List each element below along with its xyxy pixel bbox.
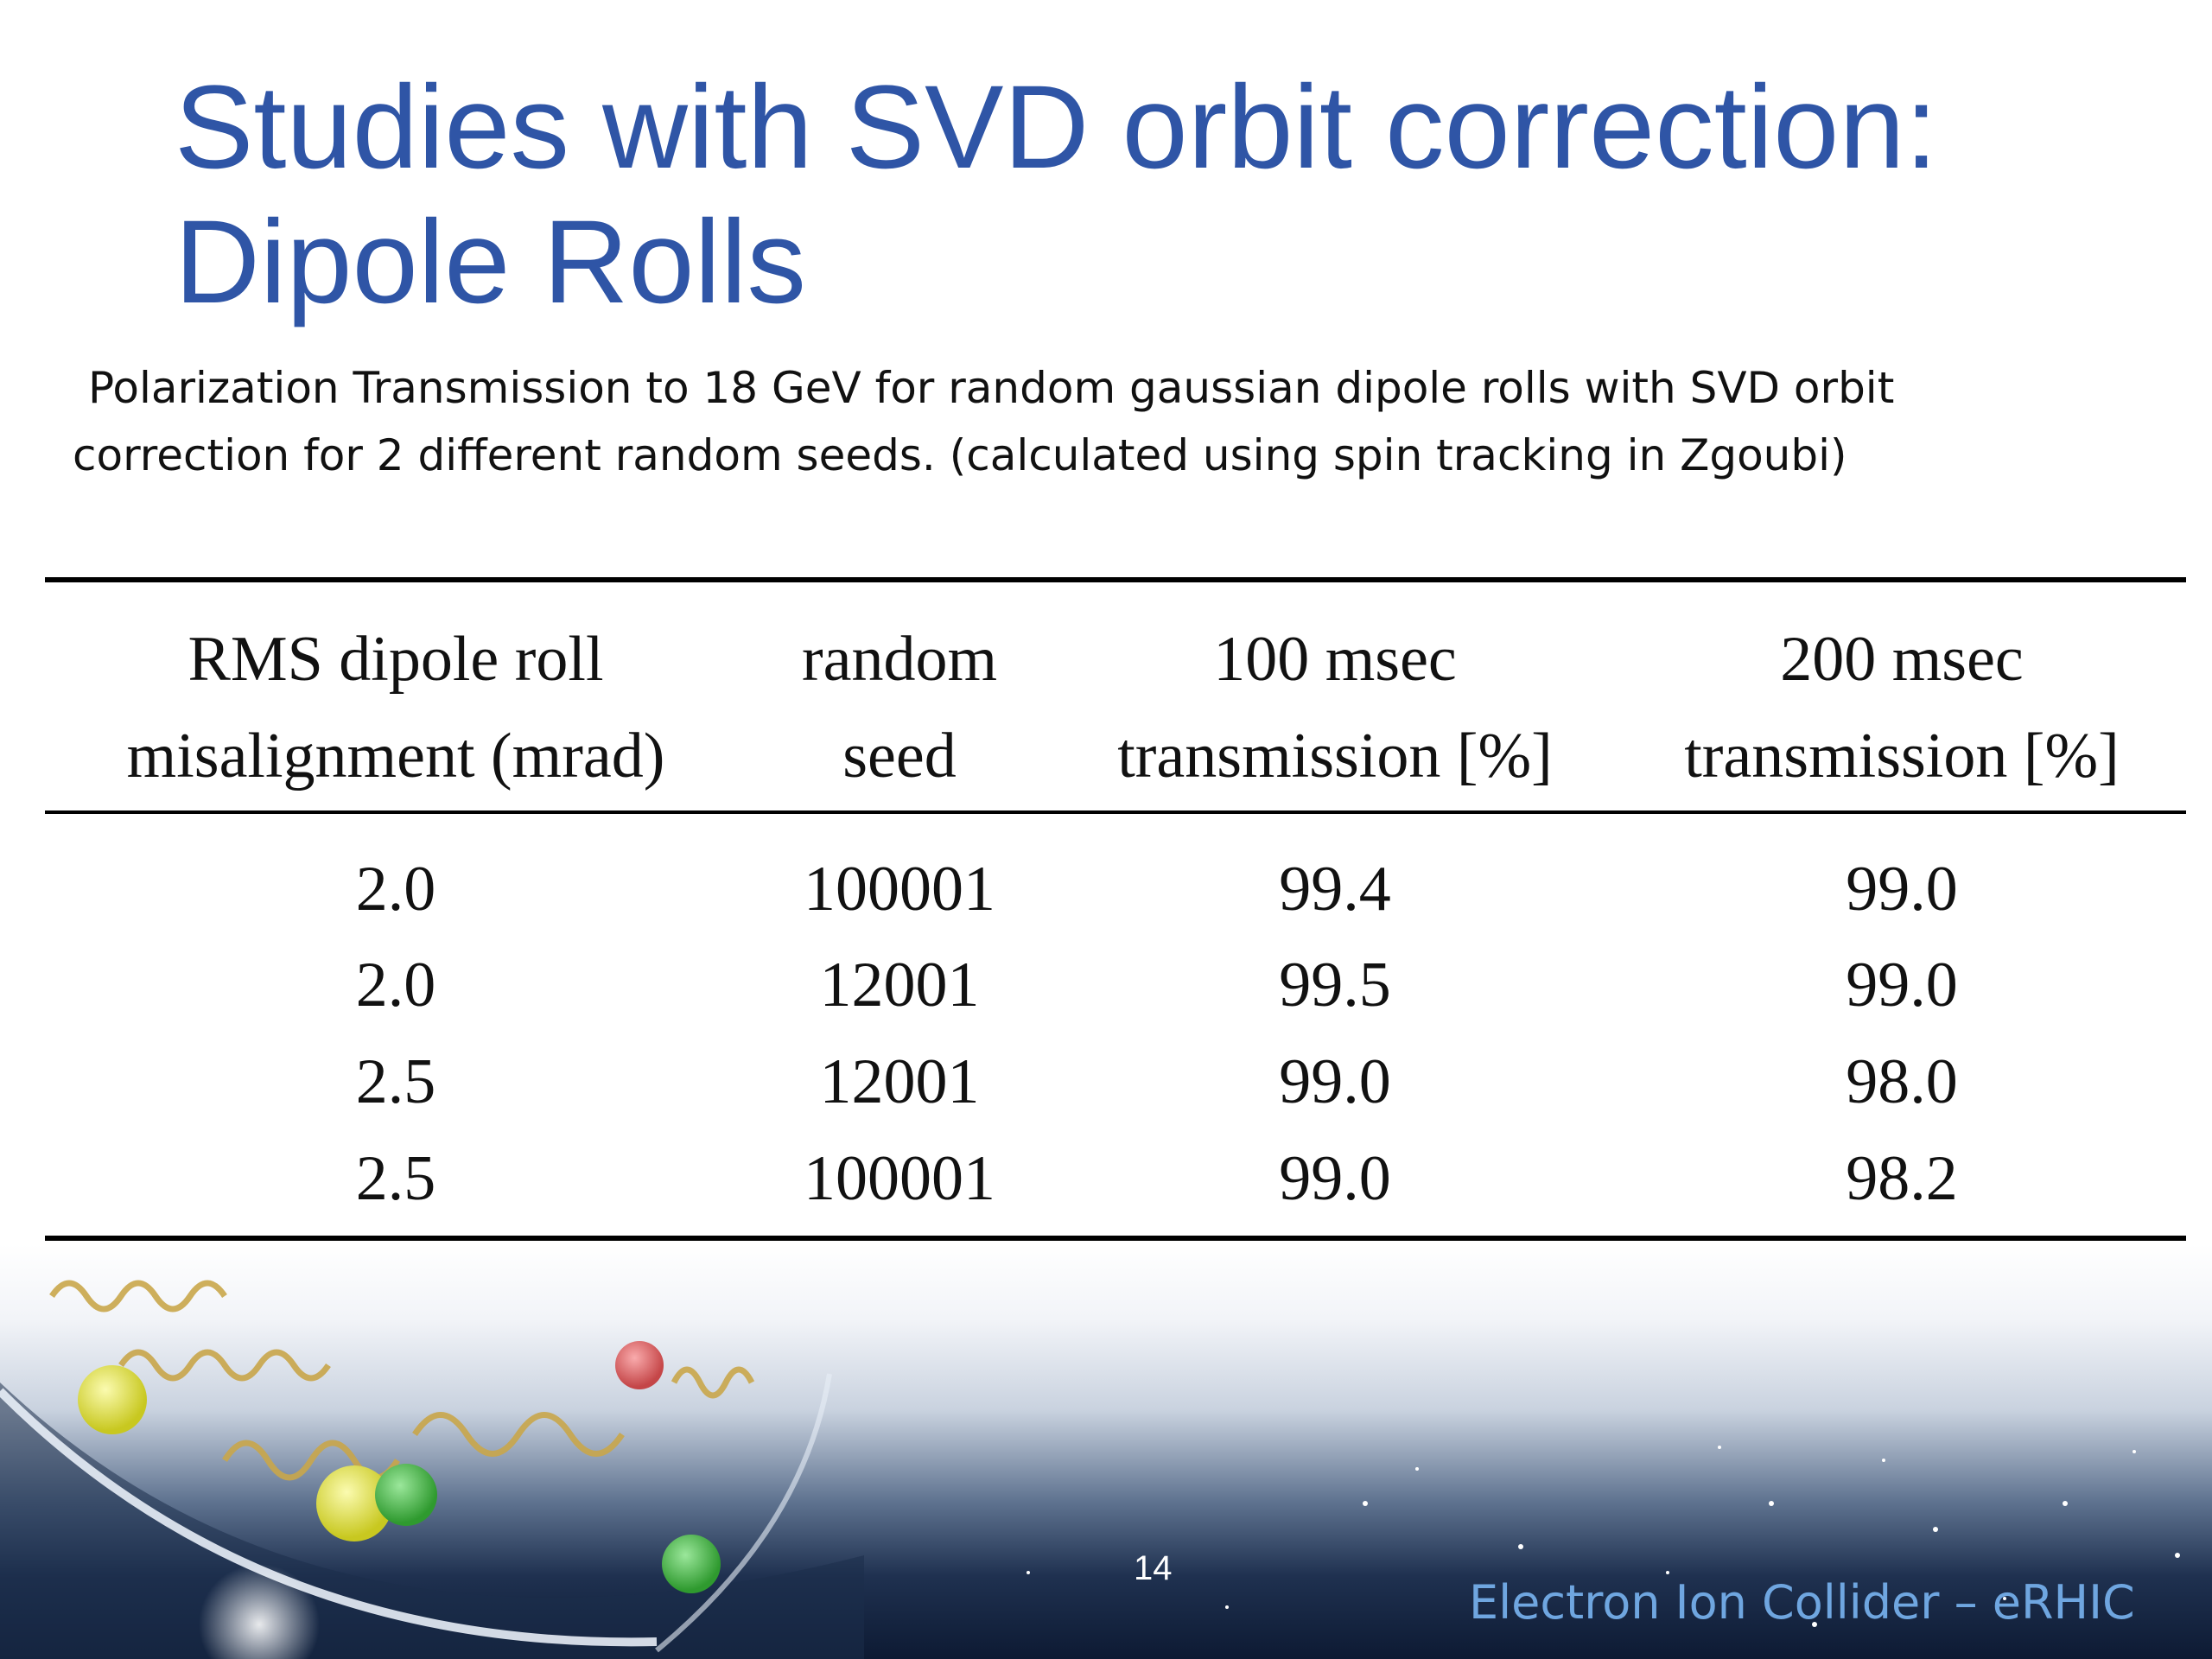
- footer-background: [0, 1244, 2212, 1659]
- table-cell-100msec: 99.0: [1279, 1143, 1391, 1214]
- header-rms-dipole-roll-line1: RMS dipole roll: [188, 624, 604, 695]
- header-100msec-line1: 100 msec: [1213, 624, 1457, 695]
- table-cell-100msec: 99.4: [1279, 854, 1391, 925]
- title-line-2: Dipole Rolls: [175, 196, 806, 328]
- title-line-1: Studies with SVD orbit correction:: [175, 61, 1938, 194]
- description-line-1: Polarization Transmission to 18 GeV for …: [88, 363, 1895, 413]
- table-top-rule: [45, 577, 2186, 582]
- table-bottom-rule: [45, 1236, 2186, 1241]
- slide-title: Studies with SVD orbit correction: Dipol…: [175, 60, 2162, 330]
- page-number: 14: [1134, 1549, 1173, 1587]
- table-cell-roll: 2.5: [355, 1143, 436, 1214]
- slide-description: Polarization Transmission to 18 GeV for …: [73, 354, 2129, 489]
- description-line-2: correction for 2 different random seeds.…: [73, 430, 1847, 480]
- table-cell-100msec: 99.0: [1279, 1046, 1391, 1117]
- header-200msec-line1: 200 msec: [1780, 624, 2024, 695]
- footer-brand-text: Electron Ion Collider – eRHIC: [1469, 1575, 2135, 1630]
- table-cell-200msec: 98.0: [1846, 1046, 1958, 1117]
- table-cell-200msec: 99.0: [1846, 854, 1958, 925]
- table-cell-100msec: 99.5: [1279, 950, 1391, 1020]
- table-header-rule: [45, 810, 2186, 814]
- table-cell-seed: 100001: [804, 854, 995, 925]
- table-cell-seed: 12001: [819, 1046, 980, 1117]
- header-rms-dipole-roll-line2: misalignment (mrad): [126, 721, 665, 791]
- header-200msec-line2: transmission [%]: [1684, 721, 2120, 791]
- table-cell-roll: 2.5: [355, 1046, 436, 1117]
- header-random-seed-line2: seed: [842, 721, 957, 791]
- header-random-seed-line1: random: [801, 624, 998, 695]
- header-100msec-line2: transmission [%]: [1117, 721, 1553, 791]
- table-cell-200msec: 99.0: [1846, 950, 1958, 1020]
- table-cell-seed: 12001: [819, 950, 980, 1020]
- table-cell-roll: 2.0: [355, 950, 436, 1020]
- table-cell-roll: 2.0: [355, 854, 436, 925]
- table-cell-200msec: 98.2: [1846, 1143, 1958, 1214]
- table-cell-seed: 100001: [804, 1143, 995, 1214]
- footer-artwork: [0, 1280, 2180, 1659]
